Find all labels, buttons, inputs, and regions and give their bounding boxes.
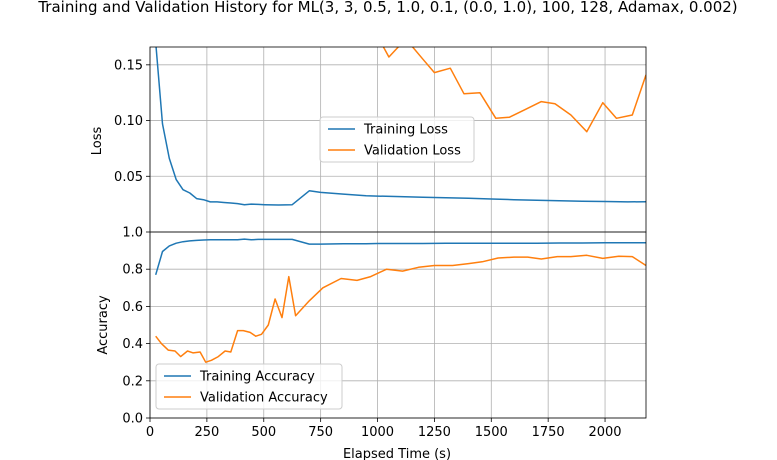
y-tick-label-accuracy: 0.6	[122, 300, 143, 315]
legend-label-training-accuracy: Training Accuracy	[199, 370, 315, 385]
legend-label-validation-loss: Validation Loss	[364, 144, 461, 159]
series-line-training-loss	[155, 47, 646, 206]
y-tick-label-loss: 0.15	[114, 58, 143, 73]
legend-label-validation-accuracy: Validation Accuracy	[200, 391, 328, 406]
x-tick-label: 1000	[361, 425, 394, 440]
x-tick-label: 1500	[475, 425, 508, 440]
y-axis-label-loss: Loss	[90, 127, 105, 156]
series-line-validation-loss	[382, 47, 646, 133]
series-line-training-accuracy	[154, 238, 646, 276]
x-tick-label: 1250	[418, 425, 451, 440]
legend-loss	[319, 116, 475, 163]
x-tick-label: 0	[146, 425, 154, 440]
legend-accuracy	[155, 363, 343, 410]
y-tick-label-accuracy: 1.0	[122, 226, 143, 241]
y-axis-label-accuracy: Accuracy	[96, 295, 111, 355]
y-tick-label-accuracy: 0.0	[122, 412, 143, 427]
x-tick-label: 750	[308, 425, 333, 440]
y-tick-label-accuracy: 0.4	[122, 337, 143, 352]
y-tick-label-loss: 0.10	[114, 114, 143, 129]
x-tick-label: 250	[194, 425, 219, 440]
y-tick-label-accuracy: 0.8	[122, 263, 143, 278]
x-tick-label: 1750	[532, 425, 565, 440]
y-tick-label-loss: 0.05	[114, 170, 143, 185]
chart-title: Training and Validation History for ML(3…	[37, 0, 737, 16]
x-axis-label: Elapsed Time (s)	[343, 447, 451, 460]
x-tick-label: 500	[251, 425, 276, 440]
x-tick-label: 2000	[588, 425, 621, 440]
y-tick-label-accuracy: 0.2	[122, 374, 143, 389]
series-line-validation-accuracy	[155, 254, 646, 363]
legend-label-training-loss: Training Loss	[363, 123, 448, 138]
axes-frame-accuracy	[149, 231, 647, 419]
